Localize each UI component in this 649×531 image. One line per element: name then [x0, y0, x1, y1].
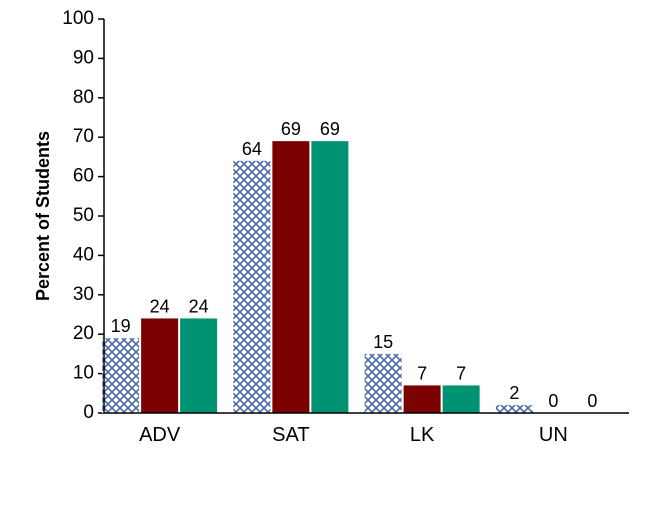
bar-sat-series-1 — [233, 160, 271, 413]
y-tick-label: 70 — [73, 126, 94, 147]
data-label: 0 — [587, 391, 597, 411]
data-label: 7 — [456, 363, 466, 383]
bar-lk-series-3 — [442, 385, 480, 413]
data-label: 15 — [373, 332, 393, 352]
y-tick-label: 10 — [73, 363, 94, 384]
x-category-label: UN — [539, 424, 568, 446]
data-label: 69 — [281, 119, 301, 139]
data-label: 24 — [150, 296, 170, 316]
bar-lk-series-1 — [364, 353, 402, 413]
data-label: 69 — [320, 119, 340, 139]
y-tick-label: 30 — [73, 284, 94, 305]
data-label: 7 — [417, 363, 427, 383]
bar-un-series-1 — [495, 405, 533, 413]
y-tick-label: 40 — [73, 244, 94, 265]
y-tick-label: 80 — [73, 87, 94, 108]
y-tick-label: 100 — [62, 8, 94, 29]
bar-adv-series-3 — [180, 318, 218, 413]
data-label: 19 — [111, 316, 131, 336]
data-label: 2 — [509, 383, 519, 403]
bar-lk-series-2 — [403, 385, 441, 413]
data-label: 24 — [189, 296, 209, 316]
x-category-label: LK — [410, 424, 435, 446]
bar-sat-series-3 — [311, 141, 349, 413]
y-axis-title: Percent of Students — [33, 131, 53, 301]
x-category-label: SAT — [272, 424, 309, 446]
data-label: 64 — [242, 139, 262, 159]
data-label: 0 — [548, 391, 558, 411]
y-tick-label: 60 — [73, 166, 94, 187]
x-category-label: ADV — [139, 424, 181, 446]
bar-sat-series-2 — [272, 141, 310, 413]
y-tick-label: 50 — [73, 205, 94, 226]
y-tick-label: 0 — [83, 402, 94, 423]
bar-adv-series-2 — [141, 318, 179, 413]
bar-adv-series-1 — [102, 338, 140, 413]
y-tick-label: 90 — [73, 47, 94, 68]
y-tick-label: 20 — [73, 323, 94, 344]
